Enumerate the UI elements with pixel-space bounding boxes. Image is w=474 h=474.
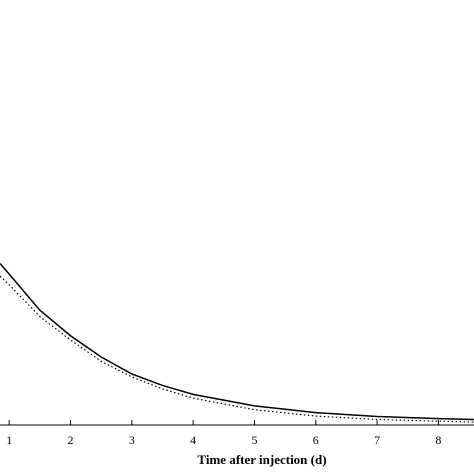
x-axis-label: Time after injection (d) xyxy=(197,452,326,467)
x-tick-label: 8 xyxy=(435,433,441,447)
x-tick-label: 1 xyxy=(6,433,12,447)
x-tick-label: 4 xyxy=(190,433,196,447)
x-tick-label: 7 xyxy=(374,433,380,447)
x-tick-label: 2 xyxy=(68,433,74,447)
x-tick-label: 3 xyxy=(129,433,135,447)
x-tick-label: 6 xyxy=(313,433,319,447)
x-tick-label: 5 xyxy=(251,433,257,447)
series-line xyxy=(0,263,474,421)
series-line xyxy=(0,275,474,423)
